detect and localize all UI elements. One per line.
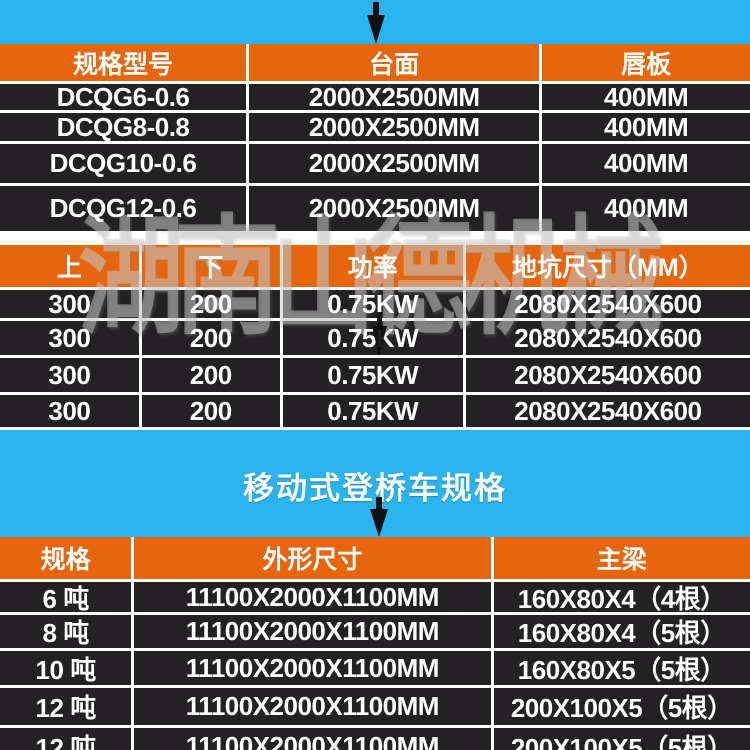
cell-model: DCQG10-0.6 [0,144,249,183]
cell-power: 0.75KW [282,290,466,318]
cell-power: 0.75KW [282,395,466,427]
cell-main-beam: 200X100X5（5根） [493,688,750,725]
column-header: 下 [141,245,283,287]
top-banner [0,0,750,44]
cell-pit-size: 2080X2540X600 [465,358,750,392]
table-row: 300 200 0.75KW 2080X2540X600 [0,287,750,318]
column-header: 主梁 [493,537,750,579]
table-row: DCQG10-0.6 2000X2500MM 400MM [0,141,750,183]
cell-model: DCQG6-0.6 [0,84,249,110]
table-header-row: 规格 外形尺寸 主梁 [0,537,750,579]
cell-capacity: 6 吨 [0,582,135,612]
column-header: 规格型号 [0,44,249,81]
cell-power: 0.75KW [282,358,466,392]
cell-platform: 2000X2500MM [249,186,543,231]
cell-platform: 2000X2500MM [249,84,543,110]
table-row: 6 吨 11100X2000X1100MM 160X80X4（4根） [0,579,750,612]
cell-model: DCQG8-0.8 [0,113,249,141]
cell-dimensions: 11100X2000X1100MM [134,651,494,685]
table-row: 300 200 0.75KW 2080X2540X600 [0,318,750,355]
table-row: 300 200 0.75KW 2080X2540X600 [0,392,750,430]
cell-dimensions: 11100X2000X1100MM [134,728,494,750]
section-divider [0,231,750,245]
cell-pit-size: 2080X2540X600 [465,395,750,427]
column-header: 功率 [282,245,466,287]
cell-up: 300 [0,358,142,392]
ramp-spec-table: 规格 外形尺寸 主梁 6 吨 11100X2000X1100MM 160X80X… [0,537,750,750]
cell-main-beam: 160X80X4（5根） [493,615,750,648]
dock-spec-table: 规格型号 台面 唇板 DCQG6-0.6 2000X2500MM 400MM D… [0,44,750,231]
cell-up: 300 [0,395,142,427]
cell-capacity: 12 吨 [0,688,135,725]
cell-down: 200 [141,395,283,427]
table-header-row: 上 下 功率 地坑尺寸（MM） [0,245,750,287]
cell-lip: 400MM [542,113,750,141]
cell-platform: 2000X2500MM [249,113,543,141]
cell-lip: 400MM [542,144,750,183]
column-header: 规格 [0,537,135,579]
table-header-row: 规格型号 台面 唇板 [0,44,750,81]
column-header: 台面 [249,44,543,81]
cell-capacity: 12 吨 [0,728,135,750]
cell-platform: 2000X2500MM [249,144,543,183]
table-row: 12 吨 11100X2000X1100MM 200X100X5（5根） [0,685,750,725]
cell-pit-size: 2080X2540X600 [465,290,750,318]
cell-down: 200 [141,321,283,355]
cell-main-beam: 160X80X5（5根） [493,651,750,685]
table-row: DCQG6-0.6 2000X2500MM 400MM [0,81,750,110]
cell-down: 200 [141,290,283,318]
cell-model: DCQG12-0.6 [0,186,249,231]
table-row: 300 200 0.75KW 2080X2540X600 [0,355,750,392]
cell-pit-size: 2080X2540X600 [465,321,750,355]
cell-capacity: 8 吨 [0,615,135,648]
cell-lip: 400MM [542,186,750,231]
cell-main-beam: 200X100X5（5根） [493,728,750,750]
table-row: DCQG12-0.6 2000X2500MM 400MM [0,183,750,231]
column-header: 唇板 [542,44,750,81]
column-header: 地坑尺寸（MM） [465,245,750,287]
column-header: 上 [0,245,142,287]
cell-lip: 400MM [542,84,750,110]
cell-up: 300 [0,290,142,318]
down-arrow-icon [372,312,387,356]
down-arrow-icon [367,2,385,44]
table-row: 10 吨 11100X2000X1100MM 160X80X5（5根） [0,648,750,685]
pit-spec-table: 上 下 功率 地坑尺寸（MM） 300 200 0.75KW 2080X2540… [0,245,750,430]
down-arrow-icon [370,497,388,537]
cell-down: 200 [141,358,283,392]
section-title: 移动式登桥车规格 [243,471,507,506]
table-row: 12 吨 11100X2000X1100MM 200X100X5（5根） [0,725,750,750]
table-row: 8 吨 11100X2000X1100MM 160X80X4（5根） [0,612,750,648]
cell-main-beam: 160X80X4（4根） [493,582,750,612]
cell-capacity: 10 吨 [0,651,135,685]
mobile-ramp-banner: 移动式登桥车规格 [0,430,750,537]
column-header: 外形尺寸 [134,537,494,579]
cell-dimensions: 11100X2000X1100MM [134,688,494,725]
cell-dimensions: 11100X2000X1100MM [134,582,494,612]
cell-up: 300 [0,321,142,355]
table-row: DCQG8-0.8 2000X2500MM 400MM [0,110,750,141]
cell-dimensions: 11100X2000X1100MM [134,615,494,648]
